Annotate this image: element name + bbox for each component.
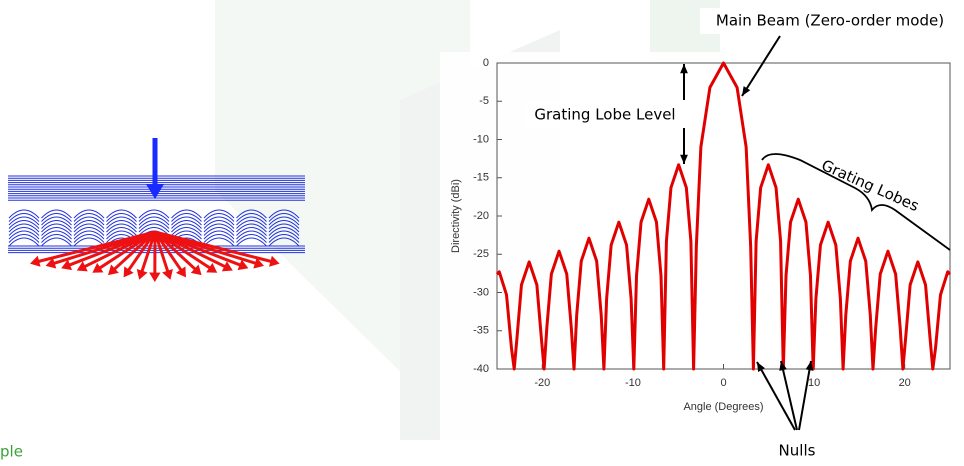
annotation: Nulls bbox=[779, 442, 816, 460]
diffracted-arrow-head bbox=[30, 256, 41, 267]
x-tick-label: -20 bbox=[534, 377, 550, 389]
diffracted-arrow-head bbox=[269, 256, 280, 267]
y-tick-label: -10 bbox=[473, 133, 489, 145]
diffracted-arrow-head bbox=[149, 273, 160, 282]
plot-panel bbox=[440, 52, 960, 452]
annotation: Main Beam (Zero-order mode) bbox=[716, 12, 944, 30]
x-tick-label: 0 bbox=[720, 377, 726, 389]
wave-arch bbox=[9, 238, 39, 246]
wave-arch bbox=[42, 238, 72, 246]
y-tick-label: -5 bbox=[479, 95, 489, 107]
y-tick-label: -15 bbox=[473, 172, 489, 184]
y-tick-label: -35 bbox=[473, 325, 489, 337]
y-tick-label: -25 bbox=[473, 248, 489, 260]
x-tick-label: 10 bbox=[808, 377, 820, 389]
y-tick-label: -30 bbox=[473, 286, 489, 298]
y-tick-label: 0 bbox=[483, 57, 489, 69]
wave-arch bbox=[237, 238, 267, 246]
slide: ple 0 -5 -10 -15 -20 -25 -30 -35 -40 -20 -10 0 10 20 A… bbox=[0, 0, 964, 461]
y-tick-label: -40 bbox=[473, 363, 489, 375]
annotation: Grating Lobe Level bbox=[534, 106, 675, 124]
x-tick-label: -10 bbox=[625, 377, 641, 389]
y-axis-label: Directivity (dBi) bbox=[450, 179, 462, 253]
y-tick-label: -20 bbox=[473, 210, 489, 222]
x-tick-label: 20 bbox=[899, 377, 911, 389]
x-axis-label: Angle (Degrees) bbox=[683, 401, 763, 413]
footer-text: ple bbox=[0, 443, 23, 461]
